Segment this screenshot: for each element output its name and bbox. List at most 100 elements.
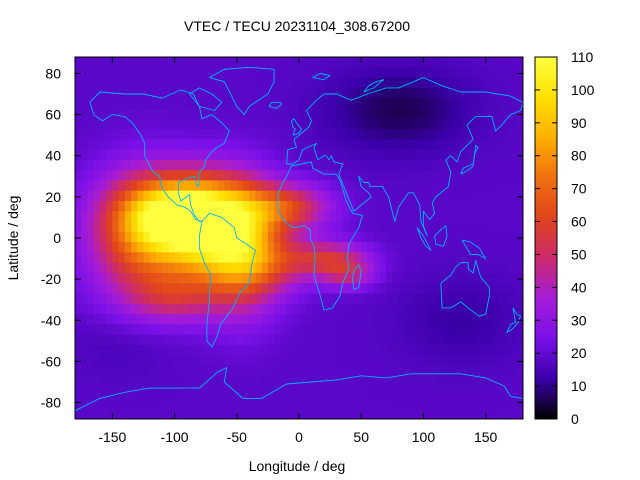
heatmap-cell [467,344,474,356]
heatmap-cell [355,98,362,110]
heatmap-cell [367,242,375,253]
heatmap-cell [286,231,294,243]
heatmap-cell [174,98,182,110]
heatmap-cell [429,180,437,192]
heatmap-cell [454,77,462,89]
heatmap-cell [261,262,269,274]
heatmap-cell [75,57,82,68]
heatmap-cell [99,334,107,346]
y-tick-label: -60 [41,353,61,369]
heatmap-cell [355,139,362,151]
heatmap-cell [180,396,188,408]
heatmap-cell [348,57,356,68]
heatmap-cell [485,108,493,120]
heatmap-cell [467,396,474,408]
heatmap-cell [442,375,449,387]
heatmap-cell [398,139,406,151]
heatmap-cell [379,221,387,233]
heatmap-cell [180,118,188,130]
heatmap-cell [143,221,151,233]
heatmap-cell [230,344,238,356]
heatmap-cell [355,200,362,212]
heatmap-cell [342,149,350,161]
colorbar-tick-label: 60 [571,214,587,230]
heatmap-cell [398,293,406,305]
heatmap-cell [280,293,288,305]
heatmap-cell [442,67,449,79]
heatmap-cell [342,221,350,233]
heatmap-cell [155,221,163,233]
heatmap-cell [516,139,523,151]
heatmap-cell [249,365,257,377]
heatmap-cell [491,139,499,151]
heatmap-cell [379,57,387,68]
heatmap-cell [218,118,225,130]
heatmap-cell [230,262,238,274]
heatmap-cell [112,139,120,151]
heatmap-cell [355,77,362,89]
heatmap-cell [292,180,300,192]
heatmap-cell [429,139,437,151]
heatmap-cell [336,396,344,408]
heatmap-cell [124,375,132,387]
heatmap-cell [118,128,126,140]
heatmap-cell [386,231,393,243]
heatmap-cell [386,293,393,305]
heatmap-cell [211,365,219,377]
heatmap-cell [323,252,331,264]
heatmap-cell [168,375,176,387]
heatmap-cell [423,293,431,305]
heatmap-cell [485,375,493,387]
heatmap-cell [261,67,269,79]
heatmap-cell [423,272,431,284]
heatmap-cell [429,416,437,419]
heatmap-cell [323,149,331,161]
heatmap-cell [361,344,369,356]
heatmap-cell [398,149,406,161]
heatmap-cell [485,98,493,110]
heatmap-cell [504,303,512,315]
heatmap-cell [429,98,437,110]
heatmap-cell [467,200,474,212]
heatmap-cell [112,365,120,377]
heatmap-cell [280,344,288,356]
heatmap-cell [435,355,443,367]
heatmap-cell [442,149,449,161]
heatmap-cell [373,77,381,89]
heatmap-cell [224,344,232,356]
heatmap-cell [230,77,238,89]
heatmap-cell [255,139,263,151]
heatmap-cell [467,170,474,182]
heatmap-cell [118,252,126,264]
heatmap-cell [404,118,412,130]
heatmap-cell [193,67,201,79]
heatmap-cell [205,252,213,264]
heatmap-cell [317,211,325,223]
heatmap-cell [243,139,250,151]
coastline-north-america [89,89,230,222]
heatmap-cell [299,149,306,161]
heatmap-cell [292,406,300,418]
heatmap-cell [267,396,275,408]
heatmap-cell [317,283,325,295]
heatmap-cell [249,252,257,264]
heatmap-cell [448,77,456,89]
heatmap-cell [168,334,176,346]
heatmap-cell [274,108,281,120]
heatmap-cell [249,283,257,295]
heatmap-cell [230,67,238,79]
heatmap-cell [274,272,281,284]
heatmap-cell [218,87,225,99]
heatmap-cell [162,283,169,295]
heatmap-cell [348,386,356,397]
heatmap-cell [404,252,412,264]
heatmap-cell [516,314,523,325]
heatmap-cell [155,324,163,336]
heatmap-cell [330,190,337,202]
heatmap-cell [392,324,400,336]
heatmap-cell [448,406,456,418]
heatmap-cell [392,200,400,212]
heatmap-cell [87,375,95,387]
heatmap-cell [510,355,518,367]
heatmap-cell [124,303,132,315]
